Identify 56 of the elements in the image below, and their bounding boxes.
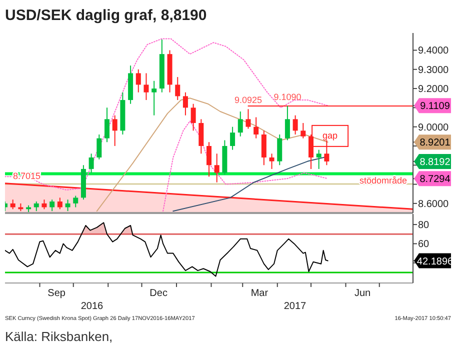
y-tick-label: 9.0000 [418,122,450,134]
annotation: gap [322,130,338,141]
y-tick-label: 9.1109 [420,101,450,112]
candlestick [269,153,274,170]
y-tick-label: 9.4000 [418,46,450,57]
y-tick-label: 9.3000 [418,64,450,76]
y-tick-label: 8.7294 [420,174,451,186]
candlestick [190,103,196,132]
y-tick-label: 9.2000 [418,84,450,96]
annotation: 9.1090 [274,92,302,102]
candlestick [254,116,259,139]
candlestick [112,114,118,146]
candlestick [182,92,188,116]
candlestick [277,134,282,166]
text: 2016 [80,301,104,312]
candlestick [73,195,78,208]
text: 2017 [284,301,307,312]
x-tick-label: Dec [150,288,168,299]
candlestick [261,130,266,166]
y-tick-label: 60 [418,239,430,250]
x-tick-label: Jun [354,288,371,299]
candlestick [198,118,204,154]
candlestick [300,122,306,139]
candlestick [206,142,212,178]
line-series [5,222,328,277]
candlestick [65,199,70,212]
candlestick [214,153,220,183]
chart-title: USD/SEK daglig graf, 8,8190 [5,7,207,24]
candlestick [96,134,102,160]
ref-line-label: stödområde [359,176,407,186]
candlestick [10,199,16,210]
y-tick-label: 80 [418,220,430,232]
candlestick [292,114,298,135]
candlestick [230,126,236,150]
candlestick [144,72,149,101]
candlestick [324,140,330,166]
candlestick [246,108,251,130]
annotation: 9.0925 [234,95,262,106]
text: Källa: Riksbanken, [5,329,113,344]
candlestick [57,197,62,210]
y-tick-label: 8.6000 [418,198,450,210]
candlestick [238,111,243,137]
candlestick [175,76,180,101]
y-tick-label: 8.8192 [420,156,451,168]
candlestick [316,149,322,170]
y-tick-label: 8.9201 [420,138,451,149]
x-tick-label: Mar [250,288,269,299]
candlestick [42,199,47,210]
candlestick [50,199,55,212]
candlestick [284,105,290,141]
candlestick [88,153,94,174]
candlestick [104,107,110,143]
candlestick [136,68,141,93]
x-tick-label: Sep [48,288,66,299]
candlestick [34,201,39,212]
candlestick [152,80,157,116]
